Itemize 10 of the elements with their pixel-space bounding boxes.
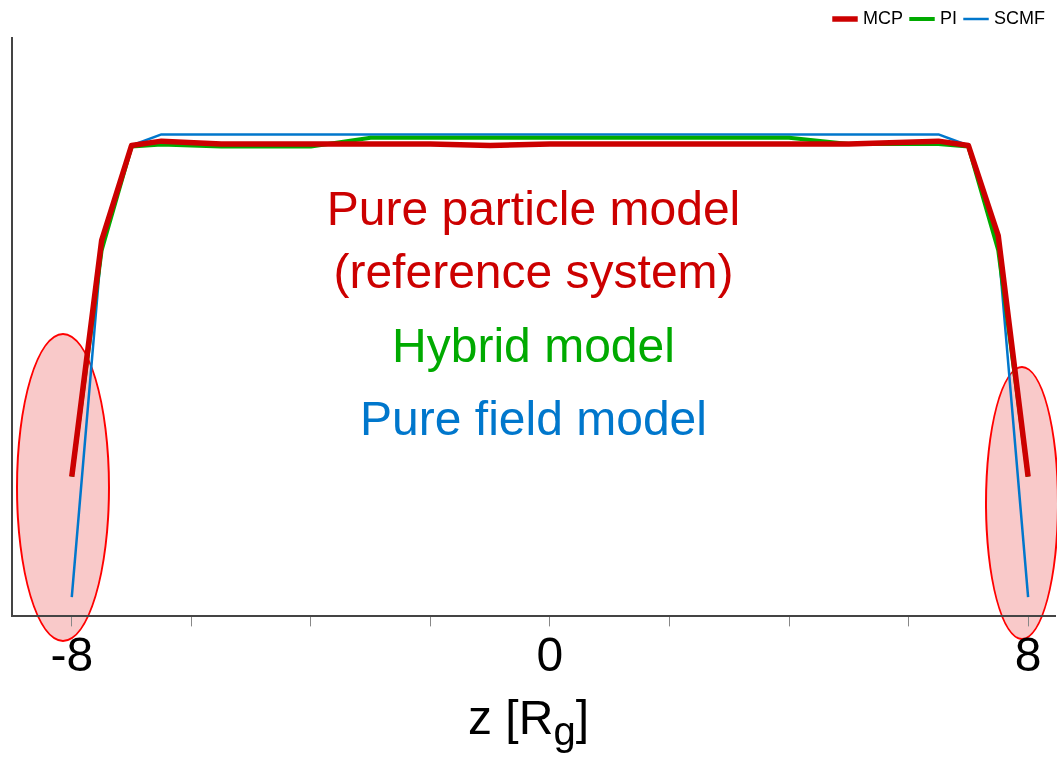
annotation: Hybrid model <box>392 318 675 372</box>
legend-label: PI <box>940 7 958 28</box>
annotation: Pure particle model (reference system) <box>326 181 741 299</box>
legend-label: SCMF <box>994 7 1046 28</box>
legend-label: MCP <box>863 7 903 28</box>
x-tick-label: 0 <box>536 628 564 682</box>
x-tick-label: 8 <box>1014 628 1042 682</box>
x-axis-title: z [R$_{g}$] <box>467 690 590 754</box>
x-tick-label: -8 <box>50 628 94 682</box>
annotation: Pure field model <box>360 391 707 445</box>
